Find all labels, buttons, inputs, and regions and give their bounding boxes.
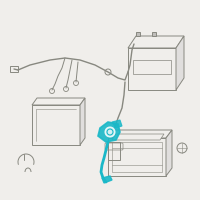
Bar bbox=[112, 142, 162, 172]
Circle shape bbox=[105, 127, 115, 137]
Polygon shape bbox=[176, 36, 184, 90]
Polygon shape bbox=[128, 36, 184, 48]
Polygon shape bbox=[108, 130, 172, 138]
Bar bbox=[108, 142, 120, 160]
Bar bbox=[10, 66, 18, 72]
Polygon shape bbox=[166, 130, 172, 176]
Polygon shape bbox=[80, 98, 85, 145]
Polygon shape bbox=[102, 176, 112, 183]
Bar bbox=[133, 60, 171, 74]
Bar bbox=[128, 48, 176, 90]
Polygon shape bbox=[112, 134, 164, 140]
Bar bbox=[108, 138, 166, 176]
Bar bbox=[32, 105, 80, 145]
Polygon shape bbox=[152, 32, 156, 36]
Polygon shape bbox=[112, 120, 122, 128]
Polygon shape bbox=[98, 122, 120, 142]
Polygon shape bbox=[136, 32, 140, 36]
Polygon shape bbox=[32, 98, 85, 105]
